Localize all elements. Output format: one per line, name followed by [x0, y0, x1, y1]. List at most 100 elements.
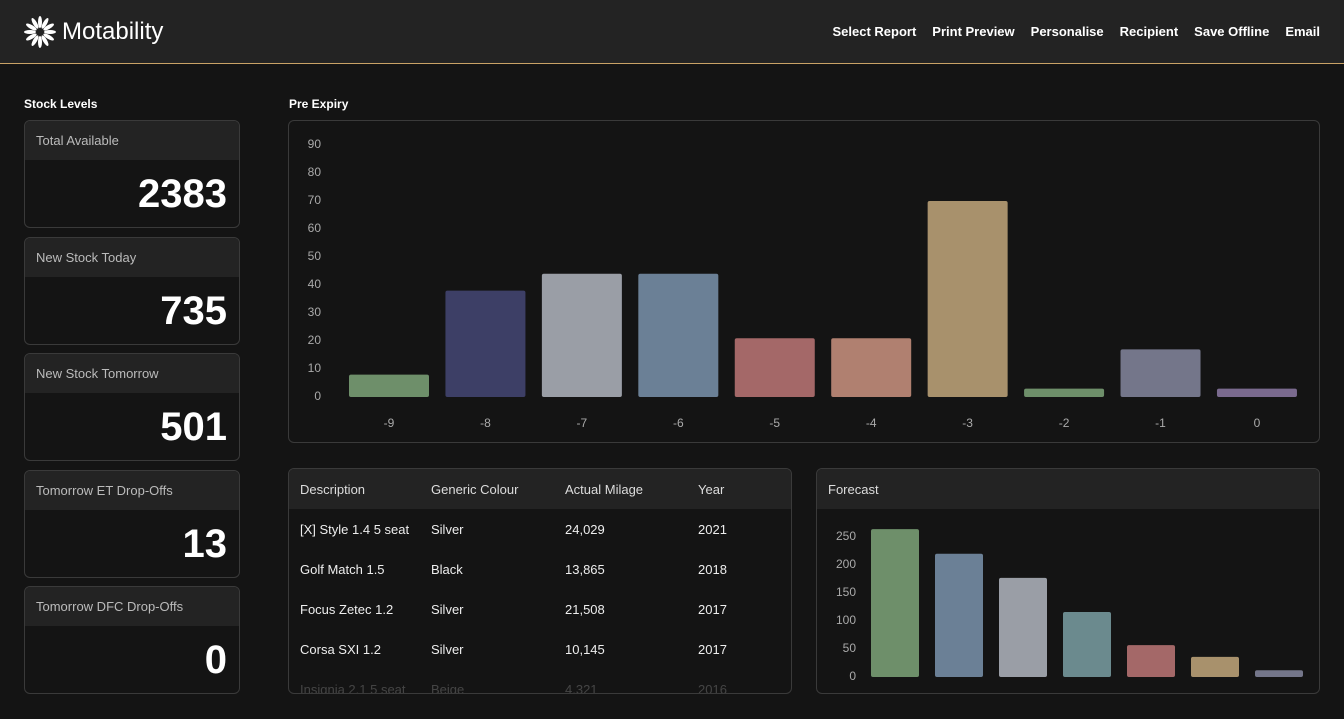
bar — [638, 273, 719, 397]
table-cell: 2016 — [698, 682, 727, 694]
table-cell: [X] Style 1.4 5 seat — [300, 522, 410, 537]
column-header: Year — [698, 482, 725, 497]
card-value: 0 — [204, 638, 227, 682]
stat-card: New Stock Tomorrow 501 — [24, 353, 240, 461]
x-tick-label: 0 — [1254, 416, 1261, 430]
bar — [1216, 388, 1297, 397]
x-tick-label: -5 — [769, 416, 780, 430]
bar — [871, 529, 919, 677]
stat-card: Total Available 2383 — [24, 120, 240, 228]
nav-item[interactable]: Select Report — [832, 24, 917, 39]
bar — [999, 577, 1047, 677]
table-cell: Golf Match 1.5 — [300, 562, 385, 577]
y-tick-label: 0 — [849, 669, 856, 683]
bar — [935, 553, 983, 677]
bar — [1024, 388, 1105, 397]
bar — [1255, 670, 1303, 677]
logo-icon — [24, 16, 56, 48]
bar — [1191, 656, 1239, 677]
table-row: Focus Zetec 1.2 Silver 21,508 2017 — [289, 589, 791, 629]
y-tick-label: 70 — [308, 193, 322, 207]
bar — [1120, 349, 1201, 397]
card-label: New Stock Today — [25, 238, 239, 277]
x-tick-label: -3 — [962, 416, 973, 430]
chart: 0 50 100 150 200 250 — [836, 529, 1303, 683]
stat-card: Tomorrow ET Drop-Offs 13 — [24, 470, 240, 578]
table-cell: Silver — [431, 602, 464, 617]
card-label: Tomorrow ET Drop-Offs — [25, 471, 239, 510]
bar — [831, 338, 912, 397]
table-cell: 13,865 — [565, 562, 605, 577]
table-cell: Silver — [431, 522, 464, 537]
table-cell: 10,145 — [565, 642, 605, 657]
table-cell: 2021 — [698, 522, 727, 537]
table-row: Insignia 2.1 5 seat Beige 4,321 2016 — [289, 669, 791, 694]
column-header: Generic Colour — [431, 482, 519, 497]
y-tick-label: 40 — [308, 277, 322, 291]
bar — [927, 201, 1008, 397]
y-tick-label: 60 — [308, 221, 322, 235]
top-bar: Motability Select Report Print Preview P… — [0, 0, 1344, 64]
bar — [349, 374, 429, 397]
column-header: Description — [300, 482, 366, 497]
card-value: 13 — [182, 522, 228, 566]
x-tick-label: -6 — [673, 416, 684, 430]
table-cell: Silver — [431, 642, 464, 657]
y-tick-label: 20 — [308, 333, 322, 347]
nav-item[interactable]: Email — [1285, 24, 1320, 39]
card-label: New Stock Tomorrow — [25, 354, 239, 393]
y-tick-label: 10 — [308, 361, 322, 375]
chart-panel: Forecast 0 50 100 150 200 250 — [816, 468, 1320, 694]
nav-item[interactable]: Save Offline — [1194, 24, 1270, 39]
y-tick-label: 250 — [836, 529, 856, 543]
x-tick-label: -1 — [1155, 416, 1166, 430]
x-tick-label: -7 — [577, 416, 588, 430]
table-row: [X] Style 1.4 5 seat Silver 24,029 2021 — [289, 509, 791, 549]
bar — [734, 338, 815, 397]
y-tick-label: 50 — [308, 249, 322, 263]
y-tick-label: 150 — [836, 585, 856, 599]
table-cell: 2017 — [698, 602, 727, 617]
table-cell: Corsa SXI 1.2 — [300, 642, 381, 657]
card-label: Total Available — [25, 121, 239, 160]
x-tick-label: -4 — [866, 416, 877, 430]
stat-card: New Stock Today 735 — [24, 237, 240, 345]
nav: Select Report Print Preview Personalise … — [832, 24, 1320, 39]
table-cell: 4,321 — [565, 682, 598, 694]
panel-title: Forecast — [817, 469, 1319, 509]
y-tick-label: 30 — [308, 305, 322, 319]
card-value: 735 — [160, 289, 227, 333]
x-tick-label: -2 — [1059, 416, 1070, 430]
nav-item[interactable]: Print Preview — [932, 24, 1015, 39]
nav-item[interactable]: Recipient — [1119, 24, 1179, 39]
table-cell: Focus Zetec 1.2 — [300, 602, 394, 617]
table-cell: 2017 — [698, 642, 727, 657]
section-title: Stock Levels — [24, 97, 98, 111]
y-tick-label: 90 — [308, 137, 322, 151]
brand: Motability — [62, 18, 164, 45]
y-tick-label: 100 — [836, 613, 856, 627]
section-title: Pre Expiry — [289, 97, 349, 111]
card-value: 501 — [160, 405, 227, 449]
x-tick-label: -8 — [480, 416, 491, 430]
bar — [445, 290, 526, 397]
nav-item[interactable]: Personalise — [1030, 24, 1104, 39]
x-tick-label: -9 — [384, 416, 395, 430]
column-header: Actual Milage — [565, 482, 644, 497]
y-tick-label: 80 — [308, 165, 322, 179]
table-cell: 24,029 — [565, 522, 605, 537]
table: Description Generic Colour Actual Milage… — [288, 468, 792, 694]
table-cell: Beige — [431, 682, 465, 694]
y-tick-label: 0 — [314, 389, 321, 403]
y-tick-label: 200 — [836, 557, 856, 571]
stat-card: Tomorrow DFC Drop-Offs 0 — [24, 586, 240, 694]
card-label: Tomorrow DFC Drop-Offs — [25, 587, 239, 626]
y-tick-label: 50 — [843, 641, 857, 655]
bar — [541, 273, 622, 397]
table-row: Corsa SXI 1.2 Silver 10,145 2017 — [289, 629, 791, 669]
table-row: Golf Match 1.5 Black 13,865 2018 — [289, 549, 791, 589]
chart-panel: 0 10 20 30 40 50 60 70 80 90 -9 -8 -7 -6 -5 -4 -3 -2 -1 0 — [288, 120, 1320, 443]
bar — [1063, 612, 1111, 677]
chart: 0 10 20 30 40 50 60 70 80 90 -9 -8 -7 -6 -5 -4 -3 -2 -1 0 — [308, 137, 1297, 430]
